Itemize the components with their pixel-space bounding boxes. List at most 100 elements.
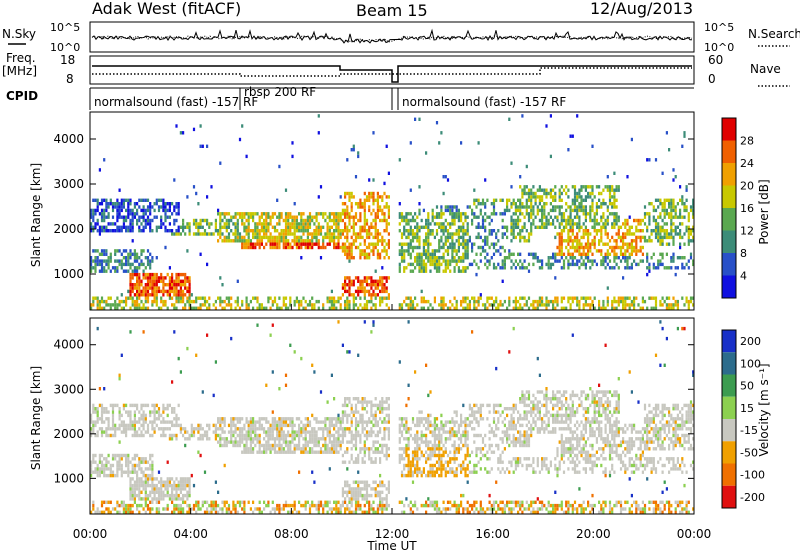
echo-cell (282, 245, 285, 250)
echo-cell (146, 215, 150, 219)
echo-cell (352, 222, 355, 226)
echo-cell (313, 503, 316, 508)
echo-cell (385, 252, 388, 256)
echo-cell (311, 447, 314, 451)
echo-cell (654, 235, 658, 240)
echo-cell (650, 202, 653, 206)
echo-cell (160, 218, 163, 223)
echo-cell (676, 266, 679, 270)
echo-cell (451, 245, 454, 250)
echo-cell (138, 510, 141, 514)
echo-cell (177, 507, 180, 511)
echo-cell (96, 202, 99, 206)
echo-cell (591, 262, 594, 267)
echo-cell (289, 417, 292, 421)
echo-cell (558, 232, 561, 236)
echo-cell (558, 259, 561, 263)
echo-cell (175, 272, 178, 277)
echo-cell (689, 296, 693, 300)
echo-cell (466, 222, 469, 226)
colorbar-tick-label: 16 (740, 202, 754, 215)
echo-cell (249, 507, 252, 511)
echo-cell (157, 205, 161, 209)
echo-cell (440, 215, 443, 219)
echo-cell (168, 433, 171, 438)
echo-cell (164, 205, 167, 209)
echo-cell (490, 296, 493, 300)
echo-cell (278, 417, 281, 421)
echo-cell (446, 252, 450, 256)
echo-cell (298, 225, 301, 229)
echo-cell (151, 483, 154, 488)
echo-cell (587, 252, 590, 256)
echo-cell (144, 493, 147, 498)
echo-cell (298, 417, 301, 421)
echo-cell (560, 245, 563, 250)
echo-cell (363, 296, 366, 300)
echo-cell (435, 269, 439, 273)
echo-cell (223, 423, 226, 428)
echo-cell (379, 296, 382, 300)
echo-cell (293, 202, 296, 206)
echo-cell (100, 225, 104, 229)
echo-cell (129, 202, 132, 206)
echo-cell (449, 299, 452, 304)
echo-cell (681, 262, 684, 267)
echo-cell (462, 306, 465, 310)
echo-cell (140, 259, 143, 263)
echo-cell (416, 252, 419, 256)
echo-cell (420, 252, 423, 256)
echo-cell (573, 256, 577, 260)
echo-cell (692, 303, 695, 307)
echo-cell (411, 218, 415, 223)
echo-cell (107, 453, 110, 458)
echo-cell (155, 286, 158, 290)
echo-cell (306, 232, 309, 236)
echo-cell (506, 202, 509, 206)
echo-cell (260, 306, 263, 310)
echo-cell (350, 225, 353, 229)
echo-cell (241, 215, 244, 219)
echo-cell (681, 235, 684, 240)
echo-cell (219, 229, 222, 233)
echo-cell (665, 303, 668, 307)
echo-cell (247, 500, 250, 504)
echo-cell (527, 296, 531, 300)
echo-cell (633, 245, 636, 250)
echo-cell (411, 215, 415, 219)
echo-cell (595, 205, 598, 209)
echo-cell (230, 440, 233, 444)
echo-cell (460, 256, 463, 260)
echo-cell (578, 208, 581, 213)
echo-cell (383, 191, 386, 196)
echo-cell (120, 202, 123, 206)
echo-cell (92, 420, 95, 424)
echo-cell (591, 259, 594, 263)
echo-cell (685, 198, 688, 202)
echo-cell (293, 437, 296, 441)
echo-cell (225, 225, 228, 229)
echo-cell (514, 299, 517, 304)
echo-cell (674, 215, 677, 219)
echo-cell (659, 299, 662, 304)
echo-cell (149, 467, 152, 471)
echo-cell (449, 235, 452, 240)
echo-cell (661, 262, 664, 267)
echo-cell (335, 510, 338, 514)
echo-cell (94, 510, 97, 514)
echo-cell (552, 188, 555, 192)
echo-cell (278, 423, 281, 428)
echo-cell (560, 232, 563, 236)
echo-cell (348, 249, 351, 253)
echo-cell (133, 453, 136, 458)
echo-cell (319, 212, 323, 216)
echo-cell (495, 235, 498, 240)
echo-cell (247, 225, 250, 229)
echo-cell (273, 510, 277, 514)
echo-cell (313, 443, 316, 448)
echo-cell (129, 256, 132, 260)
echo-cell (519, 266, 522, 270)
echo-cell (282, 299, 285, 304)
echo-cell (379, 289, 382, 294)
echo-cell (346, 467, 349, 471)
